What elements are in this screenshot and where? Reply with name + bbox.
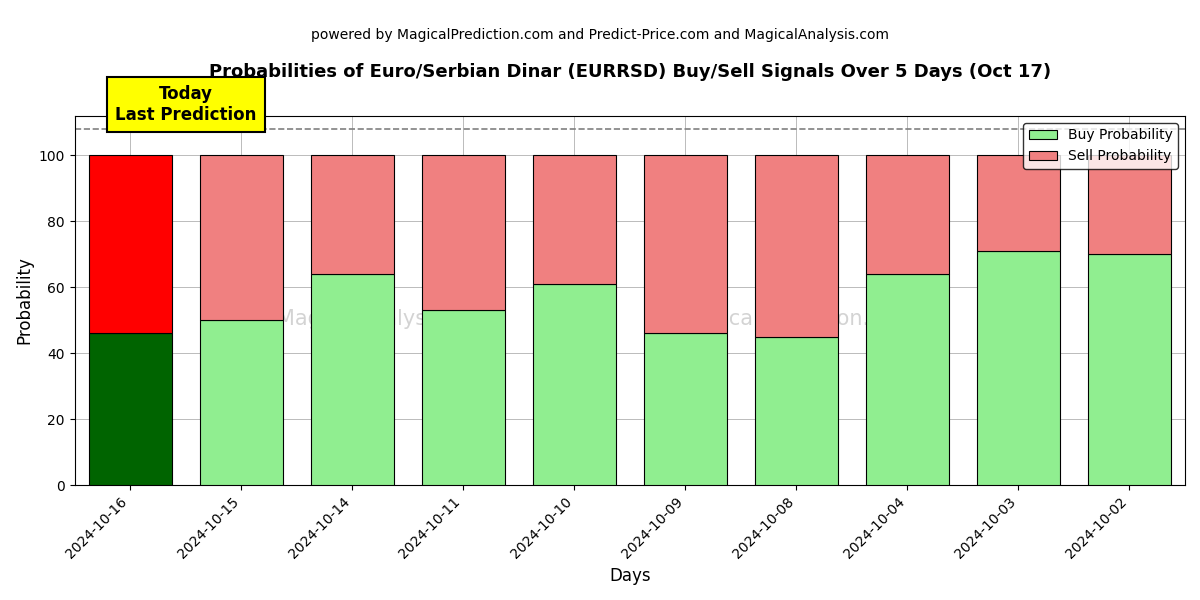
Bar	[865, 155, 949, 274]
Bar	[311, 274, 394, 485]
Bar	[199, 320, 283, 485]
Text: MagicalPrediction.com: MagicalPrediction.com	[679, 309, 913, 329]
Bar	[533, 155, 616, 284]
Bar	[89, 334, 172, 485]
Y-axis label: Probability: Probability	[16, 257, 34, 344]
Bar	[311, 155, 394, 274]
Bar	[1088, 254, 1171, 485]
Text: Today
Last Prediction: Today Last Prediction	[115, 85, 257, 124]
Text: MagicalAnalysis.com: MagicalAnalysis.com	[277, 309, 494, 329]
Bar	[421, 155, 505, 310]
Bar	[1088, 155, 1171, 254]
Bar	[755, 155, 838, 337]
X-axis label: Days: Days	[610, 567, 650, 585]
Title: Probabilities of Euro/Serbian Dinar (EURRSD) Buy/Sell Signals Over 5 Days (Oct 1: Probabilities of Euro/Serbian Dinar (EUR…	[209, 63, 1051, 81]
Bar	[421, 310, 505, 485]
Text: powered by MagicalPrediction.com and Predict-Price.com and MagicalAnalysis.com: powered by MagicalPrediction.com and Pre…	[311, 28, 889, 42]
Legend: Buy Probability, Sell Probability: Buy Probability, Sell Probability	[1024, 123, 1178, 169]
Bar	[643, 155, 727, 334]
Bar	[755, 337, 838, 485]
Bar	[89, 155, 172, 334]
Bar	[643, 334, 727, 485]
Bar	[865, 274, 949, 485]
Bar	[533, 284, 616, 485]
Bar	[977, 251, 1060, 485]
Bar	[199, 155, 283, 320]
Bar	[977, 155, 1060, 251]
